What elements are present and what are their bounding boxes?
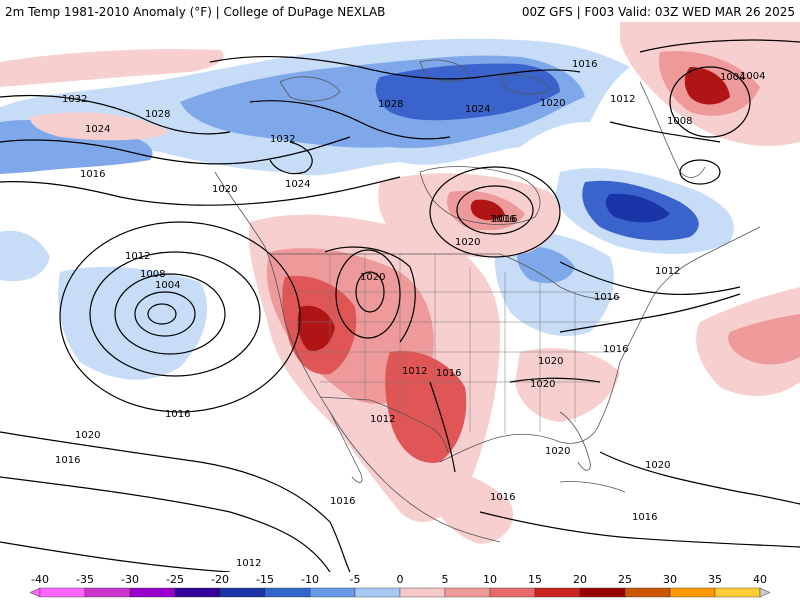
colorbar-swatch [444,587,491,598]
isobar-label: 1016 [330,496,355,507]
colorbar-tick-label: 30 [663,573,677,586]
colorbar-tick-label: 20 [573,573,587,586]
colorbar: -40 -35 -30 -25 -20 -15 -10 -5 0 5 10 15 20 25 30 35 40 [29,573,771,598]
colorbar-swatch [309,587,356,598]
isobar-label: 1024 [465,104,490,115]
isobar-label: 1016 [632,512,657,523]
colorbar-swatch [489,587,536,598]
isobar-contours [0,39,800,572]
isobar-label: 1004 [740,71,765,82]
colorbar-ticks: -40 -35 -30 -25 -20 -15 -10 -5 0 5 10 15 20 25 30 35 40 [31,573,767,586]
isobar-label: 1020 [360,272,385,283]
isobar-label: 1012 [655,266,680,277]
isobar-label: 1024 [85,124,110,135]
isobar-label: 1020 [540,98,565,109]
colorbar-swatch [579,587,626,598]
colorbar-tick-label: 0 [397,573,404,586]
isobar-label: 1020 [212,184,237,195]
isobar-label: 1012 [125,251,150,262]
colorbar-swatch [714,587,761,598]
colorbar-arrow-right [759,587,771,598]
anomaly-map: 1032 1028 1024 1020 1016 1032 1028 1024 … [0,22,800,572]
isobar-label: 1016 [80,169,105,180]
header-bar: 2m Temp 1981-2010 Anomaly (°F) | College… [0,0,800,22]
isobar-label: 1020 [538,356,563,367]
isobar-label: 1008 [667,116,692,127]
colorbar-tick-label: -40 [31,573,49,586]
warm-anomaly-fill [0,22,800,544]
colorbar-tick-label: -35 [76,573,94,586]
isobar-label: 1028 [378,99,403,110]
isobar-label: 1020 [455,237,480,248]
isobar-label: 1012 [610,94,635,105]
isobar-labels: 1032 1028 1024 1020 1016 1032 1028 1024 … [55,59,765,569]
colorbar-tick-label: 15 [528,573,542,586]
isobar-label: 1032 [62,94,87,105]
colorbar-tick-label: -10 [301,573,319,586]
colorbar-swatch [669,587,716,598]
colorbar-tick-label: -25 [166,573,184,586]
isobar-label: 1016 [436,368,461,379]
colorbar-arrow-left [29,587,41,598]
colorbar-tick-label: -30 [121,573,139,586]
colorbar-swatch [264,587,311,598]
colorbar-swatch [84,587,131,598]
isobar-label: 1004 [155,280,180,291]
map-title: 2m Temp 1981-2010 Anomaly (°F) | College… [5,5,386,19]
colorbar-tick-label: 10 [483,573,497,586]
colorbar-tick-label: -5 [350,573,361,586]
colorbar-tick-label: 25 [618,573,632,586]
isobar-label: 1016 [603,344,628,355]
isobar-label: 1028 [145,109,170,120]
colorbar-tick-label: -15 [256,573,274,586]
colorbar-tick-label: -20 [211,573,229,586]
colorbar-tick-label: 5 [442,573,449,586]
state-lines [285,254,615,434]
colorbar-tick-label: 40 [753,573,767,586]
colorbar-tick-label: 35 [708,573,722,586]
isobar-label: 1032 [270,134,295,145]
colorbar-swatch [219,587,266,598]
isobar-label: 1008 [140,269,165,280]
isobar-label: 1020 [530,379,555,390]
isobar-label: 1012 [402,366,427,377]
isobar-label: 1024 [285,179,310,190]
isobar-label: 1016 [490,214,515,225]
isobar-label: 1020 [75,430,100,441]
colorbar-swatch [624,587,671,598]
colorbar-swatch [129,587,176,598]
isobar-label: 1012 [236,558,261,569]
colorbar-swatch [174,587,221,598]
model-run-info: 00Z GFS | F003 Valid: 03Z WED MAR 26 202… [521,5,795,19]
colorbar-swatch [399,587,446,598]
isobar-label: 1020 [545,446,570,457]
isobar-label: 1016 [55,455,80,466]
colorbar-swatches [29,587,771,598]
isobar-label: 1016 [165,409,190,420]
isobar-label: 1020 [645,460,670,471]
isobar-label: 1012 [370,414,395,425]
colorbar-swatch [354,587,401,598]
isobar-label: 1016 [572,59,597,70]
isobar-label: 1016 [492,214,517,225]
isobar-label: 1004 [720,72,745,83]
colorbar-swatch [39,587,86,598]
isobar-label: 1016 [594,292,619,303]
isobar-label: 1016 [490,492,515,503]
colorbar-swatch [534,587,581,598]
